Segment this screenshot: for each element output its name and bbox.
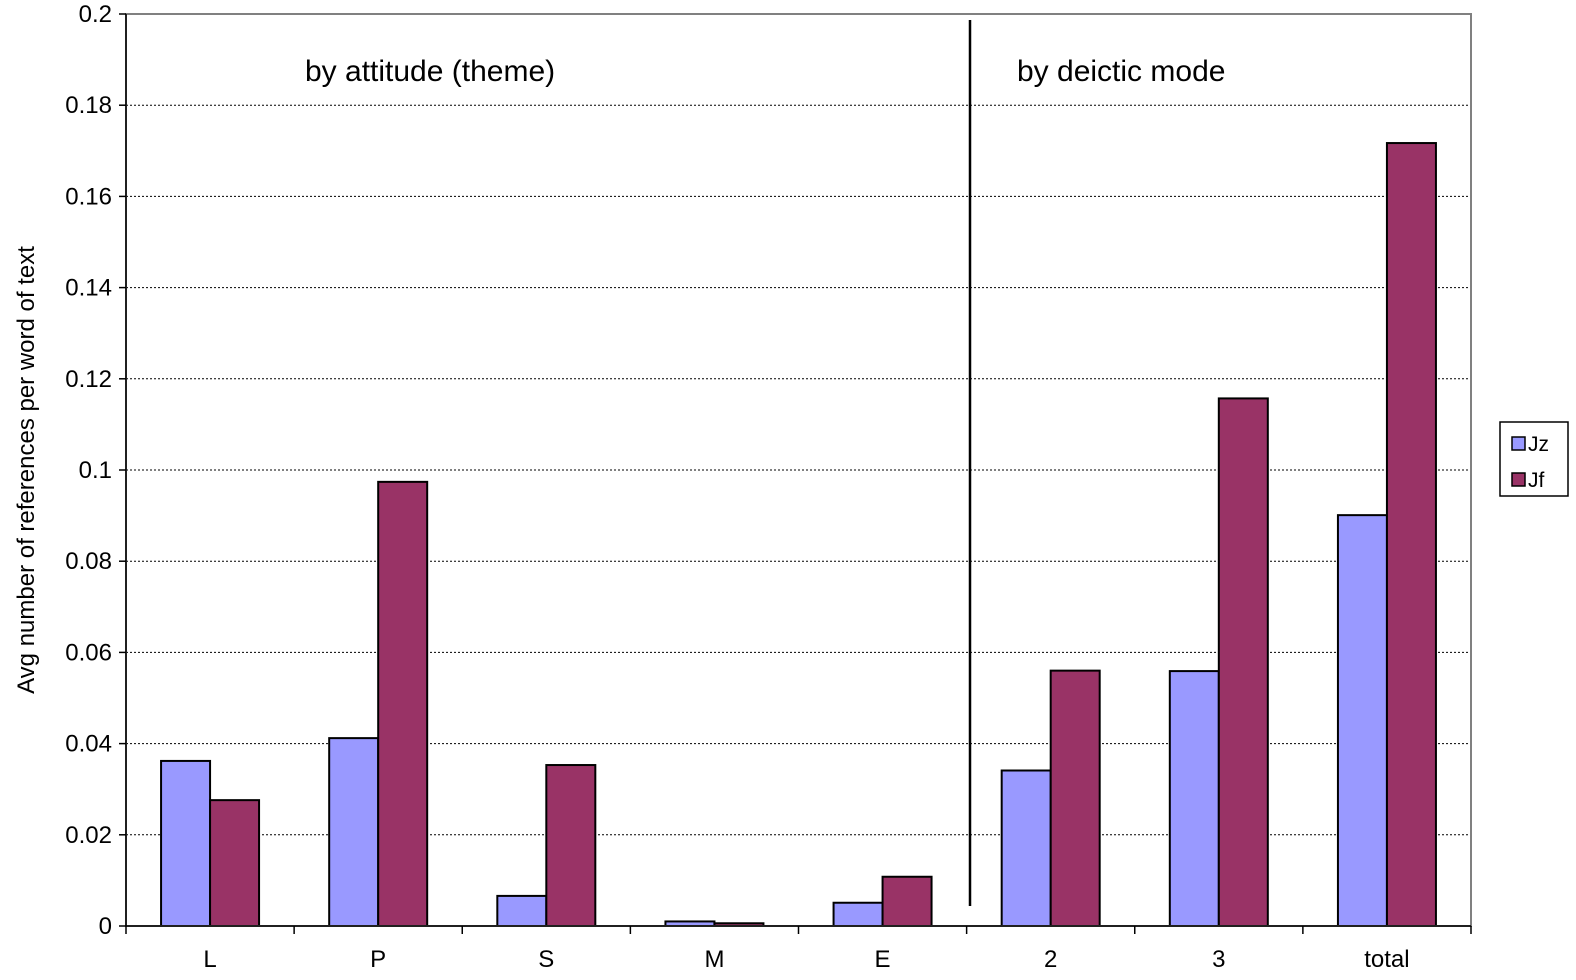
bar-jz-s — [496, 894, 548, 927]
bar-jf-total — [1385, 142, 1437, 928]
bar-jz-p — [328, 737, 380, 927]
bar-jz-2 — [1000, 769, 1052, 928]
y-tick-label: 0.1 — [79, 457, 112, 484]
x-tick-label: total — [1364, 946, 1409, 973]
y-tick-label: 0.12 — [65, 366, 112, 393]
annotation-by-deictic-mode: by deictic mode — [1017, 55, 1225, 88]
x-tick-label: L — [203, 946, 216, 973]
y-tick-label: 0.2 — [79, 1, 112, 28]
bar-jf-3 — [1217, 397, 1269, 927]
legend-label-jf: Jf — [1528, 469, 1545, 492]
y-tick-label: 0.06 — [65, 639, 112, 666]
bar-jz-3 — [1168, 670, 1220, 928]
bar-jz-e — [832, 901, 884, 928]
y-axis-label: Avg number of references per word of tex… — [13, 246, 40, 694]
bar-jf-l — [209, 799, 261, 927]
y-tick-label: 0.04 — [65, 731, 112, 758]
bar-jf-s — [545, 764, 597, 927]
legend-swatch-jz — [1511, 436, 1526, 451]
x-tick-label: 3 — [1212, 946, 1225, 973]
y-tick-labels: 0 0.02 0.04 0.06 0.08 0.1 0.12 0.14 0.16 0.18 0.2 — [65, 1, 126, 940]
x-tick-labels: L P S M E 2 3 total — [125, 926, 1472, 973]
gridlines — [126, 14, 1471, 926]
bar-jf-2 — [1049, 669, 1101, 928]
x-tick-label: M — [704, 946, 724, 973]
x-tick-label: 2 — [1044, 946, 1057, 973]
x-tick-label: P — [370, 946, 386, 973]
bar-jz-total — [1336, 514, 1388, 927]
y-tick-label: 0.02 — [65, 822, 112, 849]
legend-swatch-jf — [1511, 472, 1526, 487]
y-tick-label: 0.08 — [65, 548, 112, 575]
legend: Jz Jf — [1499, 421, 1569, 497]
bar-jf-e — [881, 875, 933, 928]
y-tick-label: 0 — [99, 913, 112, 940]
legend-label-jz: Jz — [1528, 433, 1549, 456]
y-tick-label: 0.14 — [65, 275, 112, 302]
legend-box — [1499, 421, 1569, 497]
bar-jz-l — [160, 759, 212, 927]
x-tick-label: E — [875, 946, 891, 973]
y-tick-label: 0.16 — [65, 183, 112, 210]
bar-jf-p — [377, 480, 429, 927]
x-tick-label: S — [538, 946, 554, 973]
y-tick-label: 0.18 — [65, 92, 112, 119]
annotation-by-attitude: by attitude (theme) — [305, 55, 555, 88]
